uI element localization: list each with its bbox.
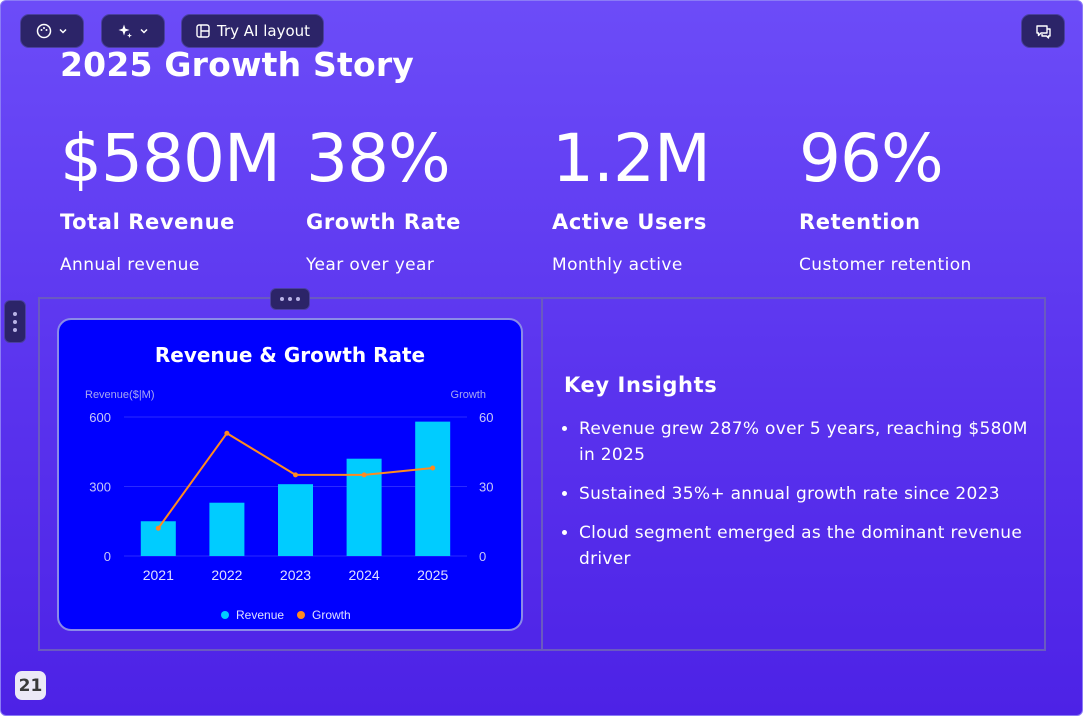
insights-list: Revenue grew 287% over 5 years, reaching… [564, 416, 1034, 572]
stat-subtitle: Year over year [306, 255, 435, 275]
theme-dropdown-button[interactable] [20, 14, 84, 48]
palette-icon [36, 23, 52, 39]
legend-label: Growth [312, 608, 351, 622]
y2-tick-label: 30 [479, 480, 493, 495]
revenue-bar [278, 484, 313, 556]
try-ai-layout-label: Try AI layout [216, 22, 311, 40]
x-tick-label: 2021 [143, 567, 174, 583]
comment-icon [1035, 23, 1052, 40]
chevron-down-icon [139, 26, 149, 36]
revenue-growth-chart[interactable]: Revenue & Growth Rate Revenue($|M) Growt… [57, 318, 523, 631]
x-tick-label: 2024 [349, 567, 380, 583]
y2-axis-label: Growth [451, 389, 486, 401]
chart-svg: Revenue & Growth Rate Revenue($|M) Growt… [85, 343, 493, 622]
column-divider[interactable] [541, 298, 543, 650]
stat-label: Active Users [552, 210, 708, 234]
stat-subtitle: Annual revenue [60, 255, 200, 275]
sparkles-icon [117, 23, 133, 39]
layout-icon [195, 23, 211, 39]
growth-point [293, 472, 298, 478]
insight-item: Cloud segment emerged as the dominant re… [579, 520, 1034, 572]
chart-title: Revenue & Growth Rate [155, 343, 425, 367]
y-tick-label: 600 [89, 410, 111, 425]
block-side-handle[interactable] [4, 300, 26, 343]
legend-label: Revenue [236, 608, 284, 622]
stat-label: Total Revenue [60, 210, 235, 234]
stat-total-revenue[interactable]: $580M Total Revenue Annual revenue [60, 119, 281, 277]
stat-label: Retention [799, 210, 921, 234]
legend-marker [221, 611, 229, 619]
stat-value: $580M [60, 120, 281, 197]
stat-retention[interactable]: 96% Retention Customer retention [799, 119, 972, 277]
stat-active-users[interactable]: 1.2M Active Users Monthly active [552, 119, 711, 277]
y-tick-label: 300 [89, 480, 111, 495]
stat-value: 38% [306, 120, 451, 197]
growth-point [224, 430, 230, 436]
growth-point [155, 525, 161, 531]
x-tick-label: 2022 [211, 567, 242, 583]
y2-tick-label: 0 [479, 549, 486, 564]
comments-button[interactable] [1021, 14, 1065, 48]
stat-value: 1.2M [552, 120, 711, 197]
y-tick-label: 0 [104, 549, 111, 564]
stat-label: Growth Rate [306, 210, 461, 234]
revenue-bar [415, 421, 451, 556]
page-number-badge[interactable]: 21 [15, 671, 46, 700]
revenue-bar [209, 502, 245, 556]
stat-growth-rate[interactable]: 38% Growth Rate Year over year [306, 119, 461, 277]
slide-title[interactable]: 2025 Growth Story [60, 45, 415, 84]
stat-value: 96% [799, 120, 944, 197]
chevron-down-icon [58, 26, 68, 36]
key-insights[interactable]: Key Insights Revenue grew 287% over 5 ye… [564, 373, 1034, 585]
stat-subtitle: Customer retention [799, 255, 972, 275]
stat-subtitle: Monthly active [552, 255, 683, 275]
x-tick-label: 2025 [417, 567, 448, 583]
legend-marker [297, 611, 305, 619]
ai-dropdown-button[interactable] [101, 14, 165, 48]
insight-item: Sustained 35%+ annual growth rate since … [579, 481, 1034, 507]
y-axis-label: Revenue($|M) [85, 389, 155, 401]
insights-heading: Key Insights [564, 373, 718, 397]
growth-point [430, 465, 436, 471]
block-drag-handle[interactable] [270, 288, 310, 310]
insight-item: Revenue grew 287% over 5 years, reaching… [579, 416, 1034, 468]
y2-tick-label: 60 [479, 410, 493, 425]
try-ai-layout-button[interactable]: Try AI layout [181, 14, 324, 48]
growth-point [361, 472, 367, 478]
x-tick-label: 2023 [280, 567, 311, 583]
